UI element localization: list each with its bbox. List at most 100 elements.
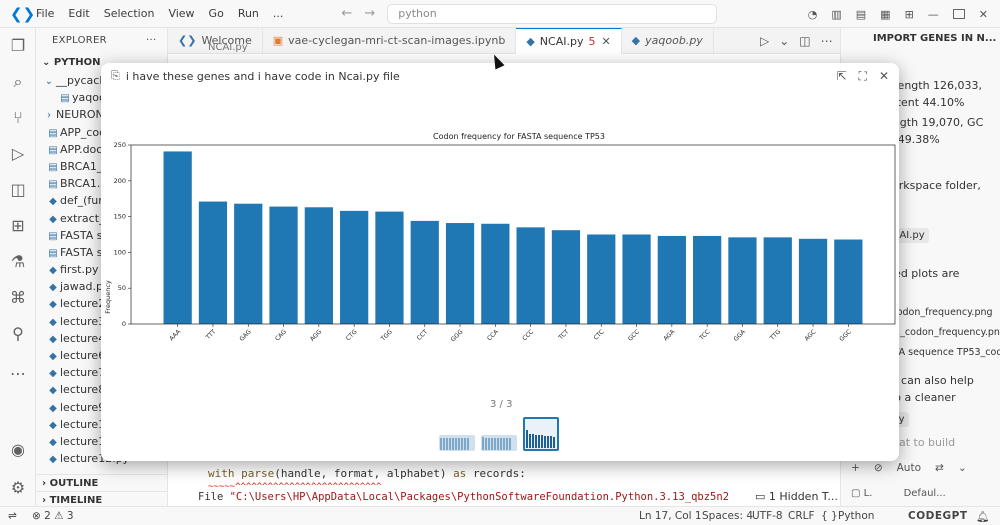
menu-view[interactable]: View [168,7,195,20]
file-tree-item[interactable]: › NEURON [36,106,167,123]
tab-yaqoob[interactable]: ◆ yaqoob.py [622,28,714,54]
file-tree-item[interactable]: ▤ APP_code [36,124,167,141]
switch-icon[interactable]: ⇄ [935,462,944,474]
file-tree-item[interactable]: ◆ lecture11 [36,433,167,450]
close-window-icon[interactable]: ✕ [978,7,988,21]
file-tree-item[interactable]: ◆ lecture2. [36,295,167,312]
fullscreen-icon[interactable]: ⛶ [858,69,867,83]
command-center-search[interactable]: python [387,3,718,24]
menu-run[interactable]: Run [237,7,259,20]
dialog-title: i have these genes and i have code in Nc… [125,69,400,83]
menu-edit[interactable]: Edit [68,7,90,20]
tools-icon[interactable]: ⊘ [873,462,883,474]
bar-cct [410,220,439,324]
tab-welcome[interactable]: ❮❯ Welcome [168,28,263,54]
file-tree-item[interactable]: ◆ first.py [36,261,167,278]
language-mode[interactable]: Python [838,510,875,522]
back-arrow-icon[interactable]: ← [341,6,353,21]
mode-selector[interactable]: Auto [896,462,922,474]
send-chevron-icon[interactable]: ⌄ [957,462,967,474]
accounts-icon[interactable]: ◉ [11,440,25,459]
close-tab-icon[interactable]: ✕ [601,35,611,48]
explorer-icon[interactable]: ❐ [10,36,26,55]
menu-selection[interactable]: Selection [103,7,155,20]
file-tree-item[interactable]: ◆ def_(func [36,192,167,209]
file-tree-item[interactable]: ▤ BRCA1.d [36,175,167,192]
file-encoding[interactable]: UTF-8 [752,510,783,522]
indentation[interactable]: Spaces: 4 [702,510,754,522]
file-tree-item[interactable]: ◆ lecture3. [36,313,167,330]
cursor-position[interactable]: Ln 17, Col 1 [639,510,702,522]
forward-arrow-icon[interactable]: → [364,6,376,21]
chart-title: Codon frequency for FASTA sequence TP53 [433,132,605,141]
terminal-line[interactable]: File "C:\Users\HP\AppData\Local\Packages… [168,488,728,506]
folder-python[interactable]: ⌄ PYTHON [36,54,167,72]
more-actions-icon[interactable]: ⋯ [820,34,833,48]
run-icon[interactable]: ▷ [760,34,770,48]
problems-indicator[interactable]: ⊗ 2 ⚠ 3 [32,510,74,522]
thumbnail-2[interactable] [481,435,517,451]
layout-secondary-icon[interactable]: ▦ [880,7,891,21]
file-tree-item[interactable]: ▤ APP.docx [36,141,167,158]
tab-notebook[interactable]: ▣ vae-cyclegan-mri-ct-scan-images.ipynb [263,28,517,54]
default-selector[interactable]: Defaul... [903,488,946,499]
python-icon[interactable]: ⌘ [10,288,26,307]
split-editor-icon[interactable]: ◫ [799,34,811,48]
layout-panel-icon[interactable]: ▤ [855,7,867,21]
menu-more[interactable]: ... [272,7,284,20]
python-icon: ◆ [49,436,57,448]
menu-go[interactable]: Go [208,7,224,20]
chevron-down-icon: ⌄ [42,57,54,68]
tab-ncai[interactable]: ◆ NCAI.py 5 ✕ [516,28,622,54]
thumbnail-3-selected[interactable] [523,417,559,451]
breadcrumb[interactable]: NCAI.py [208,42,248,53]
file-tree-item[interactable]: ◆ lecture8. [36,381,167,398]
layout-sidebar-icon[interactable]: ▥ [831,7,842,21]
line-endings[interactable]: CRLF [788,510,815,522]
copilot-icon[interactable]: ◔ [807,7,818,21]
source-control-icon[interactable]: ⑂ [13,108,23,127]
run-debug-icon[interactable]: ▷ [11,144,25,163]
file-tree-item[interactable]: ▤ BRCA1_c [36,158,167,175]
explorer-more-icon[interactable]: ··· [146,35,157,46]
menu-file[interactable]: File [36,7,55,20]
timeline-section[interactable]: › TIMELINE [36,491,167,506]
file-tree-item-label: BRCA1.d [60,177,108,191]
testing-icon[interactable]: ⚗ [10,252,26,271]
notifications-bell-icon[interactable]: 🔔︎ [976,511,990,523]
outline-section[interactable]: › OUTLINE [36,474,167,491]
chat-message-line: ): length 126,033, [883,79,983,92]
customize-layout-icon[interactable]: ⊞ [904,7,914,21]
file-tree-item[interactable]: ▤ FASTA se [36,227,167,244]
close-dialog-icon[interactable]: ✕ [878,69,889,83]
codegpt-status[interactable]: CODEGPT [908,510,968,522]
language-icon: ▢ L. [851,488,873,499]
thumbnail-1[interactable] [439,435,475,451]
remote-explorer-icon[interactable]: ◫ [10,180,26,199]
maximize-icon[interactable] [952,9,965,19]
search-icon[interactable]: ⌕ [13,72,23,91]
more-views-icon[interactable]: ⋯ [10,364,26,383]
braces-icon[interactable]: { } [821,510,838,522]
file-tree-item[interactable]: ◆ lecture7. [36,364,167,381]
file-tree-item[interactable]: ◆ lecture10 [36,416,167,433]
x-tick-label: GGC [838,328,852,342]
file-tree-item[interactable]: ◆ extract_c [36,210,167,227]
file-tree-item[interactable]: ◆ jawad.py [36,278,167,295]
settings-gear-icon[interactable]: ⚙ [10,478,26,497]
file-tree-item[interactable]: ◆ lecture4. [36,330,167,347]
file-tree-item[interactable]: ▤ FASTA se [36,244,167,261]
keyword-as: as [453,467,467,480]
vscode-logo-icon: ❮❯ [10,4,36,23]
minimize-icon[interactable]: — [927,7,939,21]
file-tree-item[interactable]: ◆ lecture6. [36,347,167,364]
hidden-terminals[interactable]: ▭ 1 Hidden T... [755,490,838,503]
extensions-icon[interactable]: ⊞ [11,216,25,235]
chevron-down-icon[interactable]: ⌄ [779,34,790,48]
genie-icon[interactable]: ⚲ [12,324,24,343]
open-external-icon[interactable]: ⇱ [836,69,847,83]
x-tick-label: GCC [627,328,641,342]
file-tree-item[interactable]: ◆ lecture9. [36,399,167,416]
remote-icon[interactable]: ⇌ [8,510,17,522]
add-context-icon[interactable]: + [851,462,860,474]
